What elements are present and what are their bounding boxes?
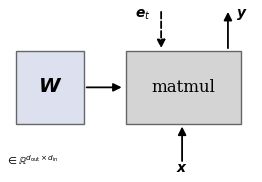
- Bar: [126, 51, 241, 124]
- Text: $\boldsymbol{x}$: $\boldsymbol{x}$: [176, 161, 188, 175]
- Text: $\in \mathbb{R}^{d_{\mathrm{out}} \times d_{\mathrm{in}}}$: $\in \mathbb{R}^{d_{\mathrm{out}} \times…: [5, 154, 59, 167]
- Bar: [16, 51, 84, 124]
- Text: matmul: matmul: [151, 79, 215, 96]
- Text: $\boldsymbol{y}$: $\boldsymbol{y}$: [236, 7, 247, 22]
- Text: $\boldsymbol{e}_t$: $\boldsymbol{e}_t$: [135, 7, 151, 22]
- Text: $\boldsymbol{W}$: $\boldsymbol{W}$: [38, 78, 62, 96]
